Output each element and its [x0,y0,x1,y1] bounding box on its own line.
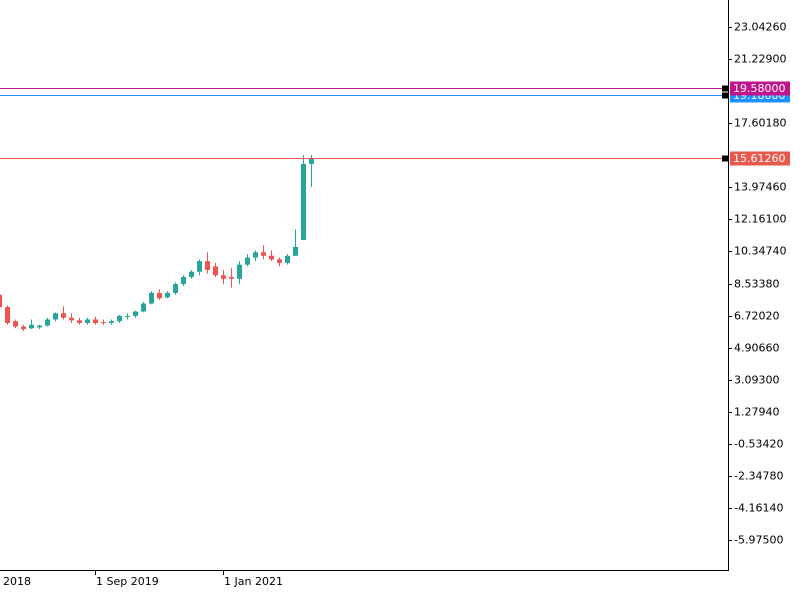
candle-body [269,255,274,260]
candle-body [13,321,18,327]
candle-body [165,292,170,298]
y-tick-label: 23.04260 [734,21,787,34]
candle-body [213,266,218,276]
y-tick-label: 8.53380 [734,278,780,291]
candle-body [125,315,130,317]
candle-body [141,303,146,312]
candle-body [181,277,186,285]
candle-body [205,261,210,270]
candle-body [109,321,114,323]
y-tick-label: 17.60180 [734,117,787,130]
candle-body [5,307,10,323]
candle-body [229,277,234,279]
y-tick-label: 4.90660 [734,342,780,355]
y-tick-label: 6.72020 [734,310,780,323]
y-tick-label: 21.22900 [734,53,787,66]
candle-body [61,313,66,318]
y-tick-label: -0.53420 [734,438,783,451]
candle-body [173,284,178,293]
candle-body [21,326,26,330]
price-level-label: 15.61260 [733,152,786,165]
price-level-label-bg [730,81,790,96]
candle-body [53,313,58,320]
candle-body [37,325,42,328]
candle-body [285,255,290,263]
candle-body [221,275,226,279]
y-tick-label: -5.97500 [734,534,783,547]
candle-body [77,320,82,323]
price-level-label: 19.58000 [733,82,786,95]
y-tick-label: -2.34780 [734,470,783,483]
candle-body [189,271,194,278]
candle-body [261,252,266,256]
candle-body [245,257,250,265]
candle-body [197,261,202,272]
candle-body [0,294,2,308]
candle-body [277,259,282,263]
y-tick-label: 10.34740 [734,245,787,258]
y-tick-label: 3.09300 [734,374,780,387]
y-tick-label: 13.97460 [734,181,787,194]
candle-body [45,319,50,326]
price-level-marker [722,85,728,92]
candle-body [237,264,242,279]
candle-body [301,163,306,240]
candle-body [133,311,138,316]
y-tick-label: 12.16100 [734,213,787,226]
candle-body [93,319,98,323]
candle-body [309,158,314,164]
candle-body [293,246,298,256]
candle-body [101,322,106,324]
candle-body [85,319,90,323]
x-tick-label: 1 Sep 2019 [96,575,159,588]
candle-body [253,252,258,258]
candle-body [69,317,74,321]
candle-body [29,324,34,329]
candle-body [157,292,162,299]
x-tick-label: 1 Jan 2021 [224,575,283,588]
x-edge-label: 2018 [3,575,31,588]
y-tick-label: 1.27940 [734,406,780,419]
price-level-marker [722,92,728,99]
candle-body [117,315,122,322]
price-level-marker [722,155,728,162]
candle-body [149,292,154,304]
price-level-label-bg [730,151,790,166]
y-tick-label: -4.16140 [734,502,783,515]
